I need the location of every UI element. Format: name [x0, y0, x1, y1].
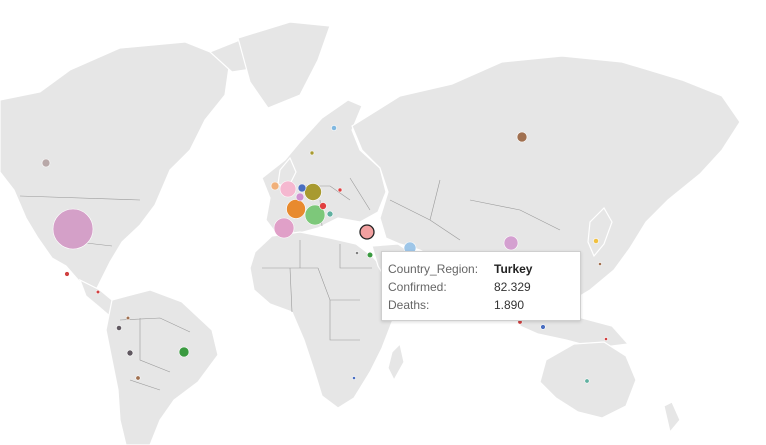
bubble-israel[interactable] — [366, 251, 374, 259]
bubble-italy[interactable] — [304, 204, 326, 226]
tooltip-row-country: Country_Region: Turkey — [388, 260, 580, 278]
bubble-france[interactable] — [273, 217, 295, 239]
bubble-spain[interactable] — [286, 199, 306, 219]
bubble-indonesia[interactable] — [540, 324, 546, 330]
bubble-germany[interactable] — [304, 183, 322, 201]
bubble-switzerland[interactable] — [319, 202, 327, 210]
tooltip-row-deaths: Deaths: 1.890 — [388, 296, 580, 314]
land-north-america — [0, 41, 231, 291]
bubble-layer[interactable] — [41, 125, 608, 384]
tooltip-value-country: Turkey — [494, 262, 533, 276]
tooltip-label-deaths: Deaths: — [388, 298, 430, 312]
bubble-iran[interactable] — [503, 235, 519, 251]
land-africa — [249, 231, 407, 409]
bubble-russia[interactable] — [516, 131, 528, 143]
bubble-ecuador[interactable] — [116, 325, 122, 331]
tooltip-row-confirmed: Confirmed: 82.329 — [388, 278, 580, 296]
land-asia — [351, 55, 741, 315]
bubble-egypt[interactable] — [355, 251, 359, 255]
border-lines-africa — [262, 240, 372, 341]
border-lines-south-america — [119, 317, 191, 391]
bubble-south-africa[interactable] — [352, 376, 356, 380]
border-layer — [19, 177, 561, 391]
tooltip-label-country: Country_Region: — [388, 262, 479, 276]
bubble-australia[interactable] — [584, 378, 590, 384]
bubble-panama[interactable] — [95, 289, 101, 295]
land-uk — [277, 156, 297, 189]
bubble-belgium[interactable] — [297, 183, 307, 193]
bubble-sweden[interactable] — [331, 125, 337, 131]
bubble-norway[interactable] — [309, 150, 315, 156]
bubble-brazil[interactable] — [178, 346, 190, 358]
bubble-portugal[interactable] — [270, 181, 280, 191]
bubble-colombia[interactable] — [125, 315, 131, 321]
land-madagascar — [387, 342, 405, 382]
bubble-uk[interactable] — [279, 180, 297, 198]
bubble-poland[interactable] — [337, 187, 343, 193]
bubble-united-states[interactable] — [52, 208, 94, 250]
bubble-austria[interactable] — [326, 210, 334, 218]
tooltip-label-confirmed: Confirmed: — [388, 280, 447, 294]
land-japan — [587, 207, 613, 258]
tooltip-value-deaths: 1.890 — [494, 298, 525, 312]
country-tooltip: Country_Region: Turkey Confirmed: 82.329… — [381, 251, 581, 321]
bubble-peru[interactable] — [126, 349, 134, 357]
bubble-canada[interactable] — [41, 158, 51, 168]
bubble-chile[interactable] — [135, 375, 141, 381]
bubble-turkey[interactable] — [359, 224, 375, 240]
land-south-america — [105, 289, 219, 445]
tooltip-value-confirmed: 82.329 — [494, 280, 531, 294]
land-new-zealand — [663, 401, 681, 434]
bubble-mexico[interactable] — [64, 271, 70, 277]
bubble-japan[interactable] — [593, 238, 599, 244]
bubble-china[interactable] — [598, 262, 602, 266]
bubble-philippines[interactable] — [604, 337, 608, 341]
bubble-netherlands[interactable] — [295, 192, 305, 202]
land-greenland — [237, 21, 331, 109]
